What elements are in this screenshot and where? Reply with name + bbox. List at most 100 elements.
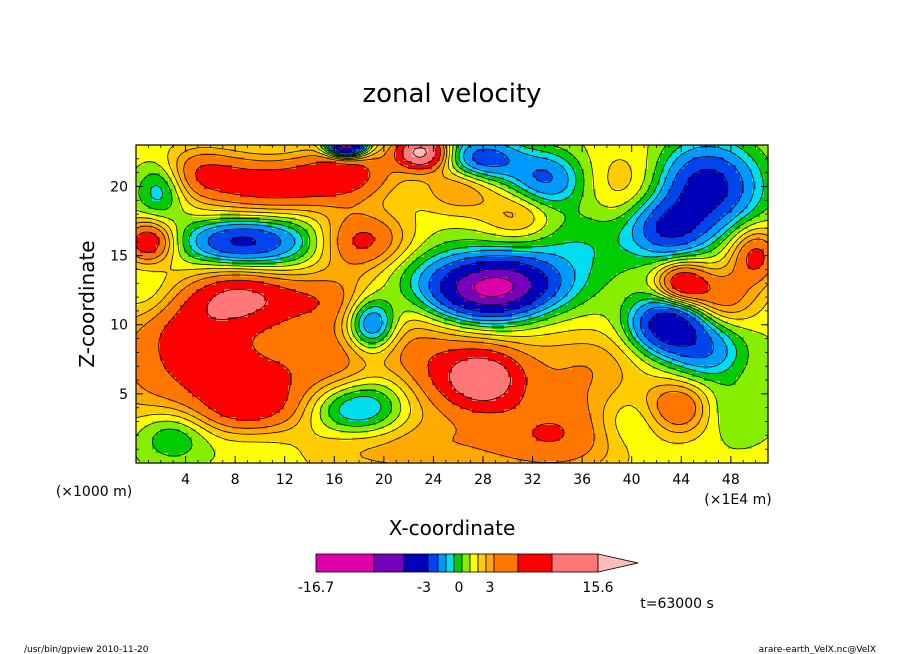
heatmap-cell [544,225,549,230]
heatmap-cell [368,269,373,274]
heatmap-cell [160,153,165,158]
heatmap-cell [540,193,545,198]
heatmap-cell [572,173,577,178]
heatmap-cell [528,265,533,270]
heatmap-cell [456,161,461,166]
heatmap-cell [368,165,373,170]
heatmap-cell [760,145,765,150]
heatmap-cell [624,225,629,230]
heatmap-cell [636,261,641,266]
heatmap-cell [572,241,577,246]
heatmap-cell [300,201,305,206]
heatmap-cell [568,265,573,270]
heatmap-cell [704,169,709,174]
heatmap-cell [552,145,557,150]
heatmap-cell [604,213,609,218]
heatmap-cell [312,145,317,150]
heatmap-cell [656,261,661,266]
heatmap-cell [480,197,485,202]
heatmap-cell [492,209,497,214]
heatmap-cell [468,181,473,186]
heatmap-cell [556,245,561,250]
heatmap-cell [612,173,617,178]
heatmap-cell [656,177,661,182]
heatmap-cell [248,225,253,230]
heatmap-cell [696,181,701,186]
heatmap-cell [520,201,525,206]
heatmap-cell [316,205,321,210]
heatmap-cell [332,197,337,202]
heatmap-cell [636,205,641,210]
heatmap-cell [480,261,485,266]
heatmap-cell [536,221,541,226]
heatmap-cell [568,221,573,226]
heatmap-cell [172,237,177,242]
heatmap-cell [404,145,409,150]
heatmap-cell [556,169,561,174]
heatmap-cell [264,205,269,210]
heatmap-cell [712,173,717,178]
heatmap-cell [228,165,233,170]
heatmap-cell [436,217,441,222]
heatmap-cell [428,253,433,258]
heatmap-cell [148,169,153,174]
heatmap-cell [392,253,397,258]
heatmap-cell [660,241,665,246]
heatmap-cell [616,261,621,266]
heatmap-cell [280,221,285,226]
heatmap-cell [308,189,313,194]
heatmap-cell [232,265,237,270]
heatmap-cell [204,181,209,186]
heatmap-cell [712,257,717,262]
heatmap-cell [644,233,649,238]
heatmap-cell [648,145,653,150]
heatmap-cell [192,253,197,258]
heatmap-cell [644,205,649,210]
heatmap-cell [696,209,701,214]
heatmap-cell [684,157,689,162]
heatmap-cell [684,209,689,214]
heatmap-cell [252,173,257,178]
heatmap-cell [756,189,761,194]
heatmap-cell [268,205,273,210]
heatmap-cell [396,169,401,174]
heatmap-cell [504,217,509,222]
heatmap-cell [236,161,241,166]
heatmap-cell [216,169,221,174]
heatmap-cell [388,149,393,154]
heatmap-cell [464,233,469,238]
heatmap-cell [628,229,633,234]
heatmap-cell [472,165,477,170]
heatmap-cell [480,149,485,154]
heatmap-cell [580,173,585,178]
heatmap-cell [688,205,693,210]
heatmap-cell [724,221,729,226]
heatmap-cell [280,213,285,218]
heatmap-cell [604,169,609,174]
heatmap-cell [148,161,153,166]
heatmap-cell [504,177,509,182]
heatmap-cell [208,161,213,166]
heatmap-cell [476,261,481,266]
heatmap-cell [652,213,657,218]
heatmap-cell [344,225,349,230]
heatmap-cell [756,173,761,178]
heatmap-cell [420,193,425,198]
heatmap-cell [556,257,561,262]
heatmap-cell [156,149,161,154]
heatmap-cell [468,269,473,274]
heatmap-cell [636,241,641,246]
heatmap-cell [652,209,657,214]
heatmap-cell [668,189,673,194]
heatmap-cell [572,193,577,198]
heatmap-cell [536,177,541,182]
heatmap-cell [392,209,397,214]
heatmap-cell [700,193,705,198]
heatmap-cell [156,193,161,198]
heatmap-cell [220,185,225,190]
heatmap-cell [444,225,449,230]
heatmap-cell [628,189,633,194]
heatmap-cell [484,153,489,158]
heatmap-cell [636,197,641,202]
heatmap-cell [744,217,749,222]
